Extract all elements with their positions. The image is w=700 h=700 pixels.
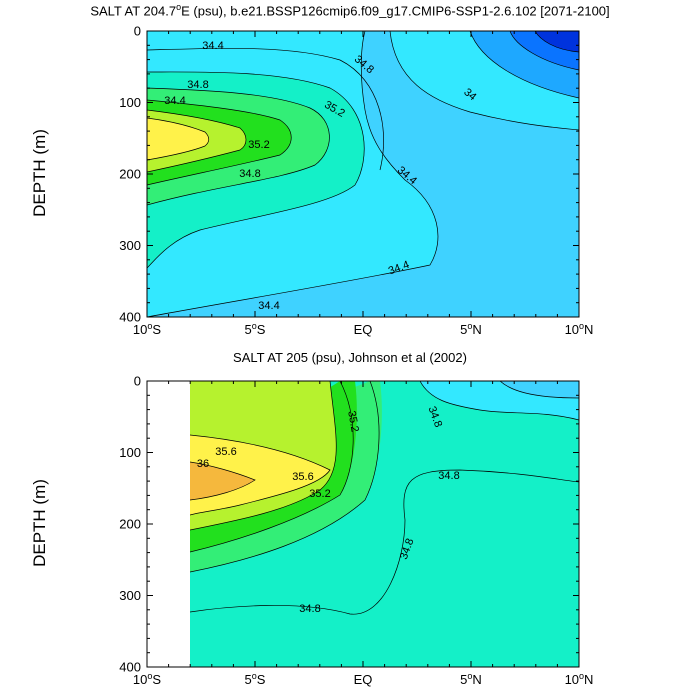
contour-label: 34.8	[239, 168, 260, 180]
x-tick-label: 5oS	[245, 321, 266, 337]
chart-2-contour-h	[190, 461, 256, 501]
chart-1-contour-35.6	[147, 117, 210, 161]
contour-label: 35.6	[215, 446, 236, 458]
chart-1-contour-35.4	[147, 109, 247, 173]
y-tick-label: 100	[119, 95, 141, 110]
chart-1-contour-34.6	[147, 47, 384, 171]
contour-label: 34.8	[438, 470, 459, 482]
y-tick-label: 200	[119, 517, 141, 532]
y-tick-label: 300	[119, 238, 141, 253]
contour-label: 34.4	[258, 300, 279, 312]
y-tick-label: 400	[119, 310, 141, 325]
contour-label: 35.2	[345, 410, 361, 433]
chart-1-contour-34.0	[389, 31, 579, 131]
chart-1-band-lt34.0	[535, 31, 579, 52]
chart-1-contour-lines	[147, 31, 579, 317]
chart-2-contour-b	[419, 381, 579, 421]
chart-1-band-35.6	[147, 118, 209, 160]
x-tick-label: 5oN	[460, 671, 482, 687]
x-tick-label: EQ	[354, 672, 373, 687]
contour-label: 35.6	[292, 471, 313, 483]
x-tick-label: EQ	[354, 322, 373, 337]
chart-1-filled-contours	[147, 31, 579, 317]
chart-2-filled-contours	[190, 381, 579, 667]
x-tick-label: 10oS	[133, 321, 161, 337]
chart-2-title: SALT AT 205 (psu), Johnson et al (2002)	[233, 350, 467, 365]
x-tick-label: 5oN	[460, 321, 482, 337]
contour-label: 34.8	[299, 603, 320, 615]
y-tick-label: 400	[119, 660, 141, 675]
x-tick-label: 5oS	[245, 671, 266, 687]
contour-label: 34.8	[187, 79, 208, 91]
chart-2-axes: 10oS 5oS EQ 5oN 10oN 0 100 200 300 400	[119, 374, 593, 688]
y-tick-label: 0	[134, 374, 141, 389]
chart-1-contour-34.8	[147, 71, 365, 269]
x-tick-label: 10oN	[565, 671, 594, 687]
chart-1-axes: 10oS 5oS EQ 5oN 10oN 0 100 200 300 400	[119, 24, 593, 338]
chart-2-contour-f	[190, 381, 337, 531]
chart-1-title: SALT AT 204.7oE (psu), b.e21.BSSP126cmip…	[90, 2, 610, 19]
chart-1-contour-35.2	[147, 99, 292, 186]
chart-1-band-34.0-34.4	[147, 31, 579, 317]
chart-1-contour-35.0	[147, 87, 330, 206]
contour-label: 35.2	[248, 139, 269, 151]
y-tick-label: 200	[119, 167, 141, 182]
y-tick-label: 0	[134, 24, 141, 39]
contour-label: 34.4	[164, 95, 185, 107]
chart-1: 34.434.434.835.234.835.234.83434.434.434…	[119, 24, 593, 338]
chart-2-band-36.0	[190, 462, 255, 500]
chart-1-contour-33.8	[469, 31, 579, 99]
contour-label: 35.2	[309, 488, 330, 500]
x-tick-label: 10oN	[565, 321, 594, 337]
chart-2-contour-a	[190, 469, 579, 615]
chart-2-band-35.6	[190, 435, 330, 515]
chart-2-contour-lines	[190, 381, 579, 615]
chart-2-contour-d	[190, 381, 380, 573]
chart-1-contour-34.4	[147, 31, 439, 317]
contour-label: 36	[197, 458, 209, 470]
chart-2-contour-c	[499, 381, 579, 399]
y-tick-label: 300	[119, 588, 141, 603]
chart-2-band-lt34.6	[500, 381, 579, 398]
contour-label: 34.4	[202, 40, 223, 52]
x-tick-label: 10oS	[133, 671, 161, 687]
chart-2-contour-g	[190, 434, 331, 516]
y-tick-label: 100	[119, 445, 141, 460]
chart-1-contour-33.6	[509, 31, 579, 71]
chart-2-contour-e	[190, 381, 354, 553]
chart-1-contour-33.4	[534, 31, 579, 53]
